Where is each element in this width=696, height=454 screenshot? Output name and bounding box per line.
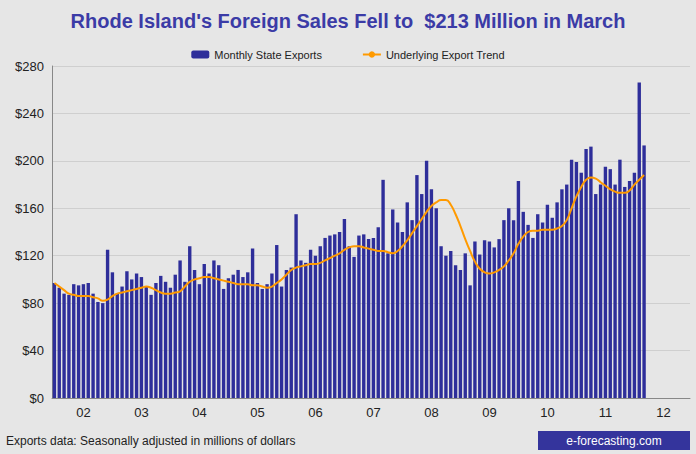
svg-text:05: 05 <box>250 405 264 420</box>
svg-text:Monthly State Exports: Monthly State Exports <box>214 49 322 61</box>
svg-text:10: 10 <box>540 405 554 420</box>
svg-text:11: 11 <box>599 405 613 420</box>
svg-text:$200: $200 <box>15 153 44 168</box>
svg-text:e-forecasting.com: e-forecasting.com <box>566 434 661 448</box>
svg-text:03: 03 <box>134 405 148 420</box>
svg-text:$280: $280 <box>15 59 44 74</box>
svg-text:04: 04 <box>192 405 206 420</box>
svg-text:08: 08 <box>424 405 438 420</box>
svg-text:02: 02 <box>76 405 90 420</box>
svg-text:$80: $80 <box>22 296 44 311</box>
svg-text:$240: $240 <box>15 106 44 121</box>
svg-text:Underlying Export Trend: Underlying Export Trend <box>386 49 505 61</box>
svg-text:12: 12 <box>656 405 670 420</box>
svg-text:Exports data: Seasonally adjus: Exports data: Seasonally adjusted in mil… <box>6 434 296 448</box>
svg-text:$120: $120 <box>15 248 44 263</box>
svg-text:06: 06 <box>308 405 322 420</box>
svg-text:07: 07 <box>366 405 380 420</box>
svg-text:Rhode Island's Foreign Sales F: Rhode Island's Foreign Sales Fell to $21… <box>71 10 626 32</box>
svg-text:09: 09 <box>482 405 496 420</box>
svg-text:$40: $40 <box>22 343 44 358</box>
svg-text:$0: $0 <box>30 391 44 406</box>
svg-text:$160: $160 <box>15 201 44 216</box>
